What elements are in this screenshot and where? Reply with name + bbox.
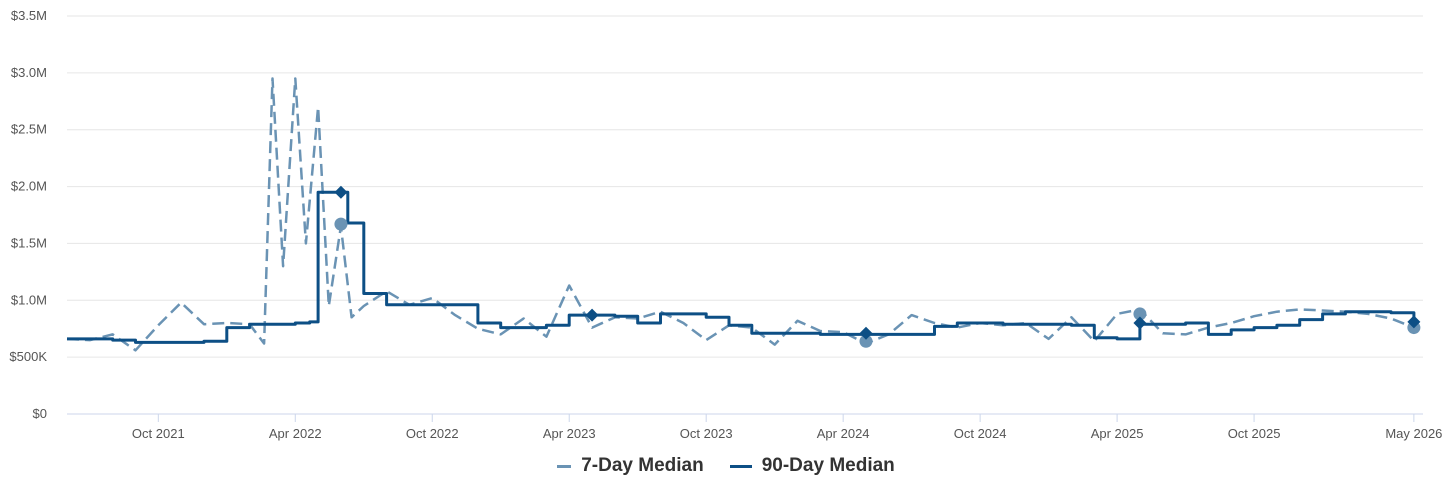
series-markers (334, 185, 1421, 348)
marker-diamond (334, 185, 348, 199)
x-tick-label: Apr 2025 (1091, 426, 1144, 441)
legend-label-7-day-median: 7-Day Median (581, 455, 704, 476)
y-axis-tick-labels: $0 $500K $1.0M $1.5M $2.0M $2.5M $3.0M $3.5M (9, 8, 47, 421)
median-price-chart: $0 $500K $1.0M $1.5M $2.0M $2.5M $3.0M $3.5M Oc… (9, 8, 1442, 441)
x-tick-label: Apr 2024 (817, 426, 870, 441)
series-lines (66, 77, 1416, 352)
marker-circle (859, 334, 873, 348)
marker-circle (1133, 307, 1147, 321)
y-tick-label: $3.0M (11, 65, 47, 80)
series-line-90-day-median (67, 190, 1416, 344)
y-tick-label: $500K (9, 349, 47, 364)
x-tick-label: Oct 2021 (132, 426, 185, 441)
x-axis (67, 413, 1423, 422)
legend-swatch-7-day-median (557, 464, 572, 468)
series-line-7-day-median (66, 77, 1415, 352)
x-tick-label: May 2026 (1385, 426, 1442, 441)
legend-item-90-day-median[interactable]: 90-Day Median (729, 455, 895, 477)
marker-circle (334, 217, 348, 231)
x-axis-tick-labels: Oct 2021 Apr 2022 Oct 2022 Apr 2023 Oct 2023… (132, 426, 1442, 441)
grid-lines (67, 15, 1423, 358)
y-tick-label: $3.5M (11, 8, 47, 23)
x-tick-label: Oct 2023 (680, 426, 733, 441)
y-tick-label: $0 (33, 406, 47, 421)
y-tick-label: $1.0M (11, 292, 47, 307)
y-tick-label: $2.5M (11, 122, 47, 137)
x-tick-label: Apr 2023 (543, 426, 596, 441)
legend-item-7-day-median[interactable]: 7-Day Median (557, 455, 704, 477)
x-tick-label: Apr 2022 (269, 426, 322, 441)
y-tick-label: $2.0M (11, 179, 47, 194)
x-tick-label: Oct 2024 (954, 426, 1007, 441)
x-tick-label: Oct 2025 (1228, 426, 1281, 441)
marker-diamond (1133, 316, 1147, 330)
x-tick-label: Oct 2022 (406, 426, 459, 441)
legend-label-90-day-median: 90-Day Median (761, 455, 895, 476)
marker-diamond (585, 308, 599, 322)
marker-diamond (859, 326, 873, 340)
y-tick-label: $1.5M (11, 235, 47, 250)
marker-diamond (1407, 315, 1421, 329)
chart-legend: 7-Day Median 90-Day Median (0, 455, 1452, 477)
legend-swatch-90-day-median (729, 464, 752, 468)
